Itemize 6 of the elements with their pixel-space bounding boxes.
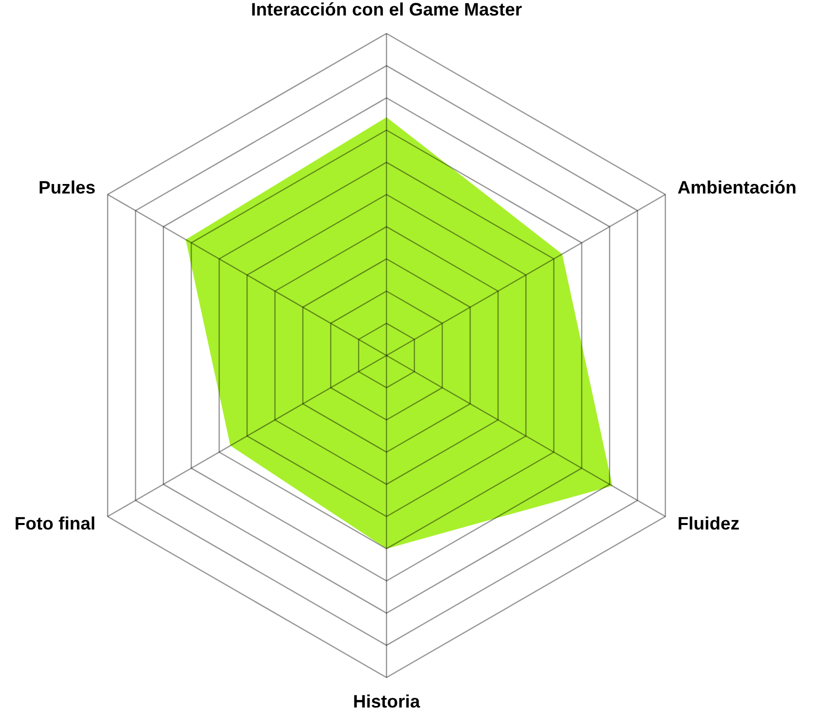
spoke-label: Puzles xyxy=(38,178,96,198)
spoke-label: Historia xyxy=(352,692,421,712)
spoke-label: Foto final xyxy=(14,514,96,534)
spoke-label: Fluidez xyxy=(677,514,740,534)
spoke-label: Ambientación xyxy=(677,178,796,198)
spoke-label: Interacción con el Game Master xyxy=(250,0,522,20)
